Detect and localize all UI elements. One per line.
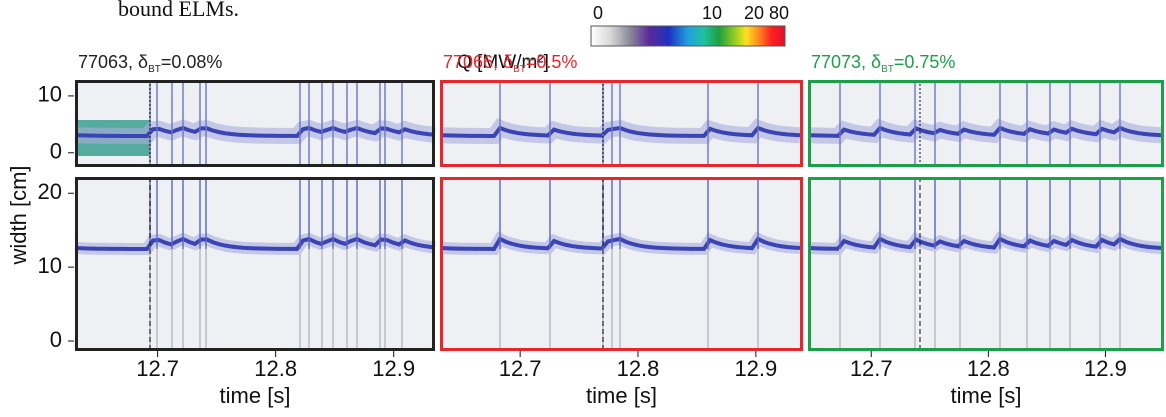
caption-fragment: bound ELMs.: [118, 0, 239, 21]
x-axis-label: time [s]: [951, 383, 1022, 408]
x-tick-label: 12.9: [1084, 356, 1127, 381]
heatmap: [807, 177, 1164, 351]
heat-band: [807, 236, 1163, 251]
x-tick-label: 12.7: [850, 356, 893, 381]
colorbar: [590, 25, 786, 47]
heat-band: [807, 125, 1163, 138]
title-text: 77073, δ: [811, 52, 881, 72]
y-tick-label: 0: [50, 327, 62, 352]
heatmap-background: [808, 177, 1164, 351]
x-tick-label: 12.7: [499, 356, 542, 381]
title-text: =0.08%: [161, 52, 223, 72]
panel-frame: [808, 80, 1164, 167]
panel-title: 77066, δBT=0.5%: [443, 52, 577, 75]
panel-frame: [75, 177, 435, 351]
colorbar-tick-label: 20: [744, 3, 764, 23]
title-subscript: BT: [148, 64, 161, 75]
x-tick-label: 12.9: [372, 356, 415, 381]
panel-frame: [75, 80, 435, 167]
title-text: 77066, δ: [443, 52, 513, 72]
x-tick-label: 12.9: [734, 356, 777, 381]
x-tick-label: 12.7: [136, 356, 179, 381]
colorbar-tick-label: 80: [769, 3, 789, 23]
y-tick-label: 20: [38, 179, 62, 204]
panel-frame: [440, 177, 803, 351]
panel-frame: [440, 80, 803, 167]
y-tick-label: 10: [38, 253, 62, 278]
x-axis-label: time [s]: [586, 383, 657, 408]
heat-band: [74, 236, 436, 251]
title-text: =0.5%: [526, 52, 578, 72]
heatmap: [439, 177, 803, 351]
heatmap: [807, 80, 1164, 167]
y-tick-label: 0: [50, 139, 62, 164]
heatmap-background: [75, 177, 435, 351]
heat-band: [74, 125, 436, 138]
x-tick-label: 12.8: [254, 356, 297, 381]
y-tick-label: 10: [38, 82, 62, 107]
heatmap: [74, 80, 436, 167]
title-text: =0.75%: [894, 52, 956, 72]
colorbar-label: Q [MW/m²]: [457, 52, 549, 73]
panel-title: 77073, δBT=0.75%: [811, 52, 955, 75]
panel-frame: [808, 177, 1164, 351]
y-axis-label: width [cm]: [6, 165, 31, 265]
title-text: 77063, δ: [78, 52, 148, 72]
colorbar-tick-label: 10: [702, 3, 722, 23]
x-axis-label: time [s]: [220, 383, 291, 408]
title-subscript: BT: [513, 64, 526, 75]
title-subscript: BT: [881, 64, 894, 75]
heatmap: [74, 177, 436, 351]
x-tick-label: 12.8: [967, 356, 1010, 381]
heatmap: [439, 80, 803, 167]
colorbar-tick-label: 0: [593, 3, 603, 23]
x-tick-label: 12.8: [617, 356, 660, 381]
panel-title: 77063, δBT=0.08%: [78, 52, 222, 75]
heatmap-background: [440, 177, 803, 351]
